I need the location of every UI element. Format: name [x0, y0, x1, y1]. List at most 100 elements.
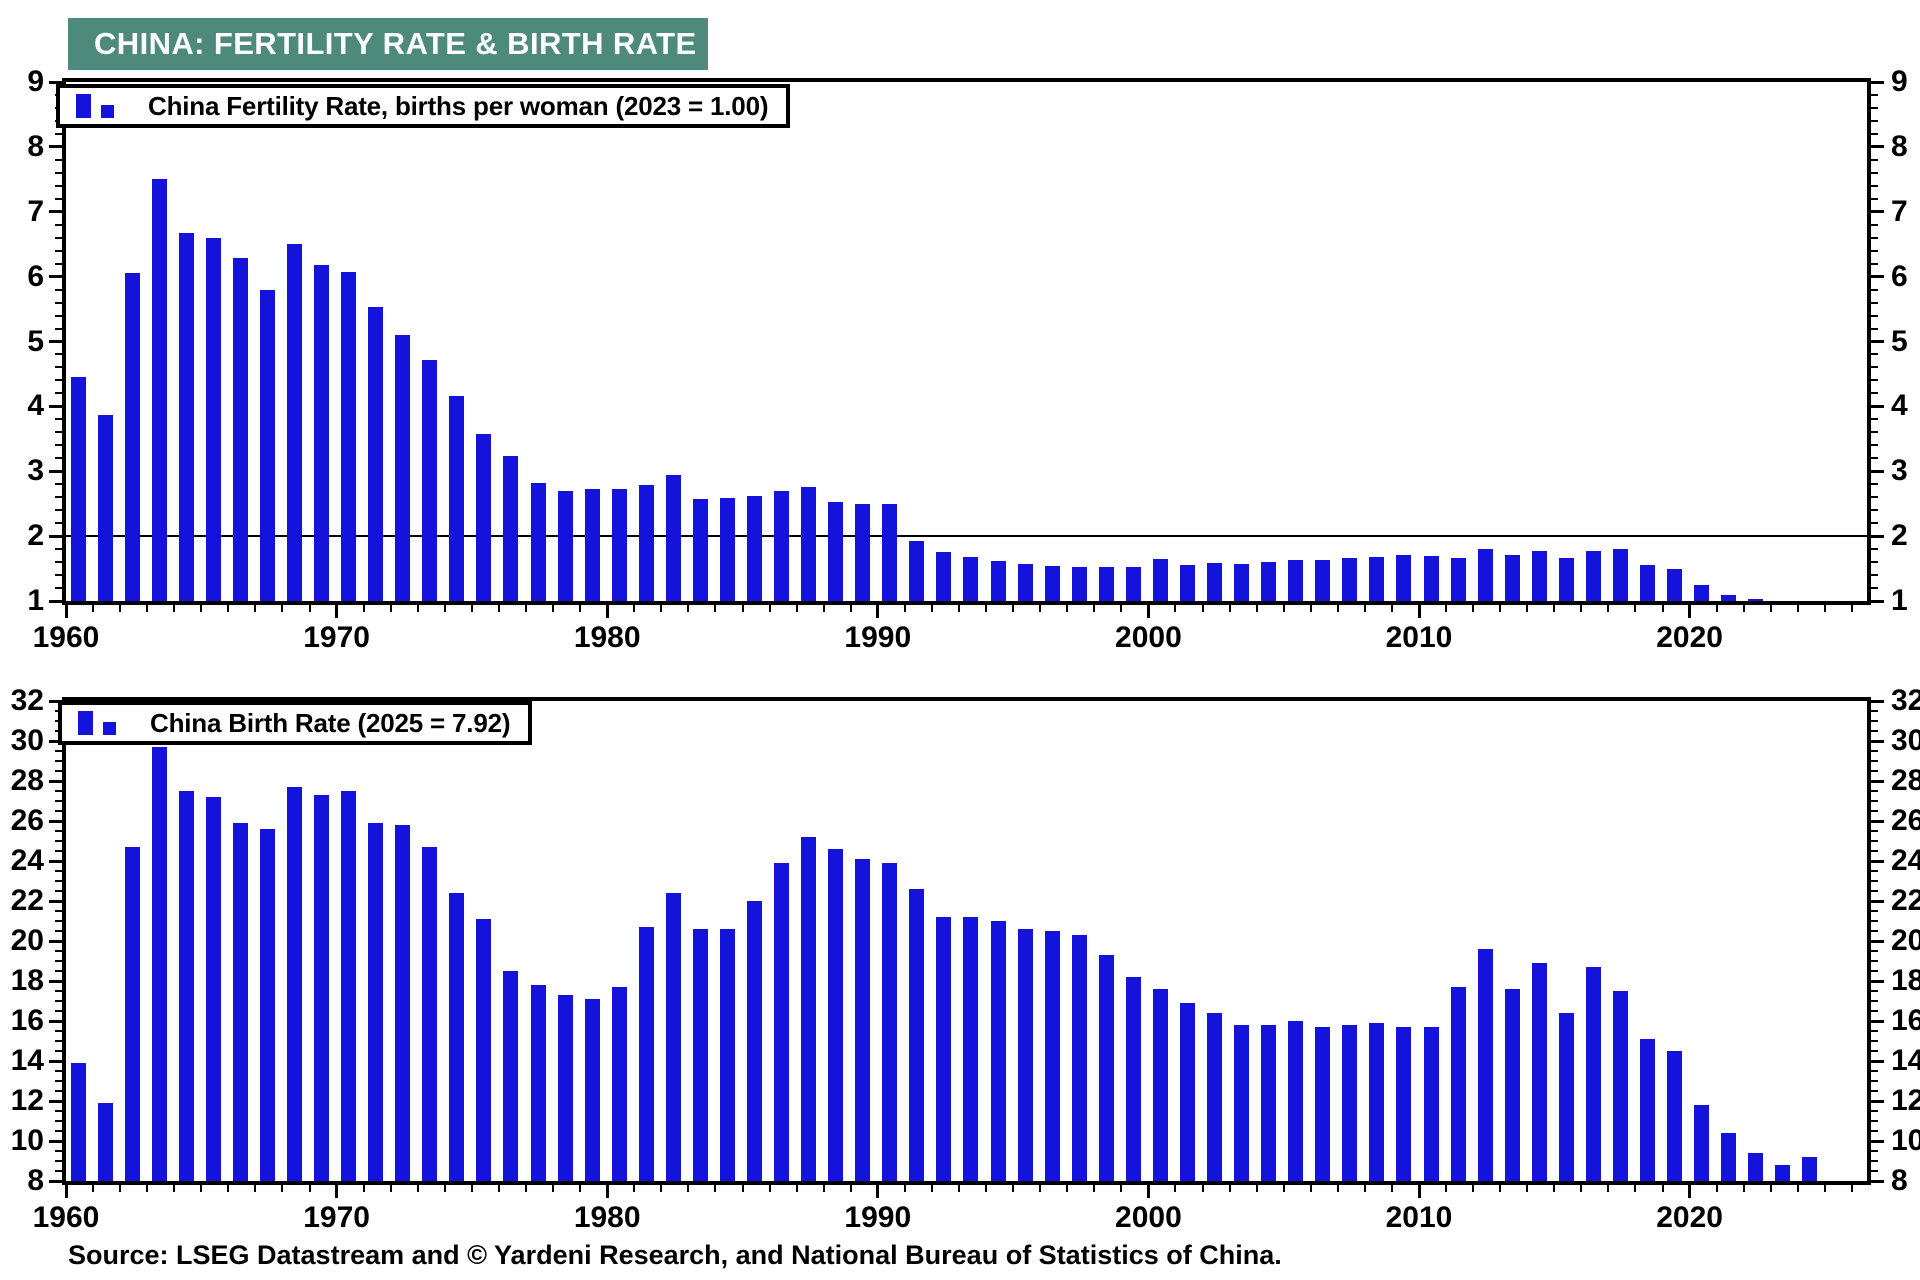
y-axis-tick [55, 1070, 62, 1072]
x-axis-tick [525, 1185, 528, 1192]
y-axis-tick [55, 920, 62, 922]
x-axis-tick [1688, 605, 1692, 618]
y-axis-tick [1871, 970, 1878, 972]
y-axis-tick [1871, 1150, 1878, 1152]
fertility-legend: China Fertility Rate, births per woman (… [56, 84, 791, 128]
x-axis-tick [1661, 605, 1664, 612]
data-bar [1261, 562, 1277, 601]
y-axis-tick [55, 950, 62, 952]
y-axis-tick [49, 599, 62, 603]
data-bar [1071, 935, 1087, 1181]
y-axis-label-right: 9 [1891, 65, 1908, 98]
data-bar [1558, 558, 1574, 601]
y-axis-tick [55, 1090, 62, 1092]
y-axis-tick [55, 1030, 62, 1032]
birthrate-legend: China Birth Rate (2025 = 7.92) [58, 701, 533, 745]
data-bar [70, 1063, 86, 1181]
y-axis-tick [55, 249, 62, 252]
x-axis-tick [362, 605, 365, 612]
y-axis-tick [1871, 930, 1878, 932]
y-axis-label-right: 26 [1891, 804, 1920, 837]
x-axis-tick [903, 1185, 906, 1192]
y-axis-label-right: 4 [1891, 389, 1908, 423]
data-bar [638, 484, 654, 601]
data-bar [1207, 1013, 1223, 1181]
y-axis-tick [49, 145, 62, 149]
x-axis-tick [1472, 1185, 1475, 1192]
x-axis-tick [795, 1185, 798, 1192]
x-axis-tick [1553, 605, 1556, 612]
y-axis-tick [49, 819, 62, 823]
y-axis-tick [55, 1000, 62, 1002]
y-axis-tick [1871, 739, 1884, 743]
x-axis-tick [1769, 1185, 1772, 1192]
page-title: CHINA: FERTILITY RATE & BIRTH RATE [94, 26, 697, 61]
data-bar [909, 541, 925, 601]
x-axis-tick [146, 605, 149, 612]
x-axis-tick [1445, 605, 1448, 612]
data-bar [341, 272, 357, 601]
data-bar [1152, 559, 1168, 601]
x-axis-tick [119, 1185, 122, 1192]
x-axis-tick [389, 605, 392, 612]
y-axis-tick [55, 800, 62, 802]
y-axis-tick [55, 880, 62, 882]
x-axis-tick [64, 605, 68, 618]
y-axis-tick [1871, 392, 1878, 395]
x-axis-tick [1417, 1185, 1421, 1198]
x-axis-tick [92, 605, 95, 612]
y-axis-tick [1871, 1030, 1878, 1032]
data-bar [314, 264, 330, 601]
data-bar [1531, 963, 1547, 1181]
y-axis-tick [55, 587, 62, 590]
data-bar [1288, 560, 1304, 601]
x-axis-tick [1012, 605, 1015, 612]
y-axis-tick [55, 548, 62, 551]
x-axis-tick [335, 605, 339, 618]
data-bar [1098, 567, 1114, 601]
data-bar [449, 396, 465, 601]
x-axis-tick [1255, 605, 1258, 612]
y-axis-label-left: 1 [27, 584, 44, 617]
data-bar [530, 482, 546, 601]
x-axis-tick [1146, 605, 1150, 618]
x-axis-tick [660, 605, 663, 612]
y-axis-label-left: 3 [27, 454, 44, 488]
x-axis-label: 2000 [1115, 621, 1182, 654]
x-axis-tick [876, 1185, 880, 1198]
y-axis-tick [55, 770, 62, 772]
y-axis-tick [1871, 990, 1878, 992]
data-bar [990, 560, 1006, 601]
y-axis-tick [49, 340, 62, 343]
x-axis-tick [443, 605, 446, 612]
data-bar [936, 917, 952, 1181]
data-bar [1775, 1165, 1791, 1181]
x-axis-tick [822, 1185, 825, 1192]
y-axis-label-right: 20 [1891, 924, 1920, 957]
y-axis-tick [1871, 548, 1878, 551]
data-bar [1152, 989, 1168, 1181]
y-axis-tick [1871, 890, 1878, 892]
y-axis-tick [49, 1179, 62, 1183]
y-axis-label-right: 18 [1891, 964, 1920, 997]
data-bar [719, 929, 735, 1181]
x-axis-label: 1960 [32, 1201, 100, 1234]
data-bar [1558, 1013, 1574, 1181]
y-axis-tick [1871, 920, 1878, 922]
y-axis-tick [1871, 1110, 1878, 1112]
y-axis-tick [49, 80, 62, 84]
y-axis-tick [55, 1130, 62, 1132]
y-axis-tick [1871, 800, 1878, 802]
y-axis-tick [49, 979, 62, 983]
x-axis-tick [1255, 1185, 1258, 1192]
data-bar [1423, 556, 1439, 601]
y-axis-tick [55, 970, 62, 972]
x-axis-tick [1228, 1185, 1231, 1192]
y-axis-tick [1871, 483, 1878, 486]
y-axis-tick [1871, 859, 1884, 863]
x-axis-tick [1066, 1185, 1069, 1192]
x-axis-tick [1309, 605, 1312, 612]
fertility-rate-chart: 1 1 2 2 3 3 4 4 5 5 6 6 7 7 8 8 9 9 1960 1970 1980 1990 2000 20… [27, 67, 1907, 653]
y-axis-tick [1871, 1080, 1878, 1082]
x-axis-tick [1146, 1185, 1150, 1198]
